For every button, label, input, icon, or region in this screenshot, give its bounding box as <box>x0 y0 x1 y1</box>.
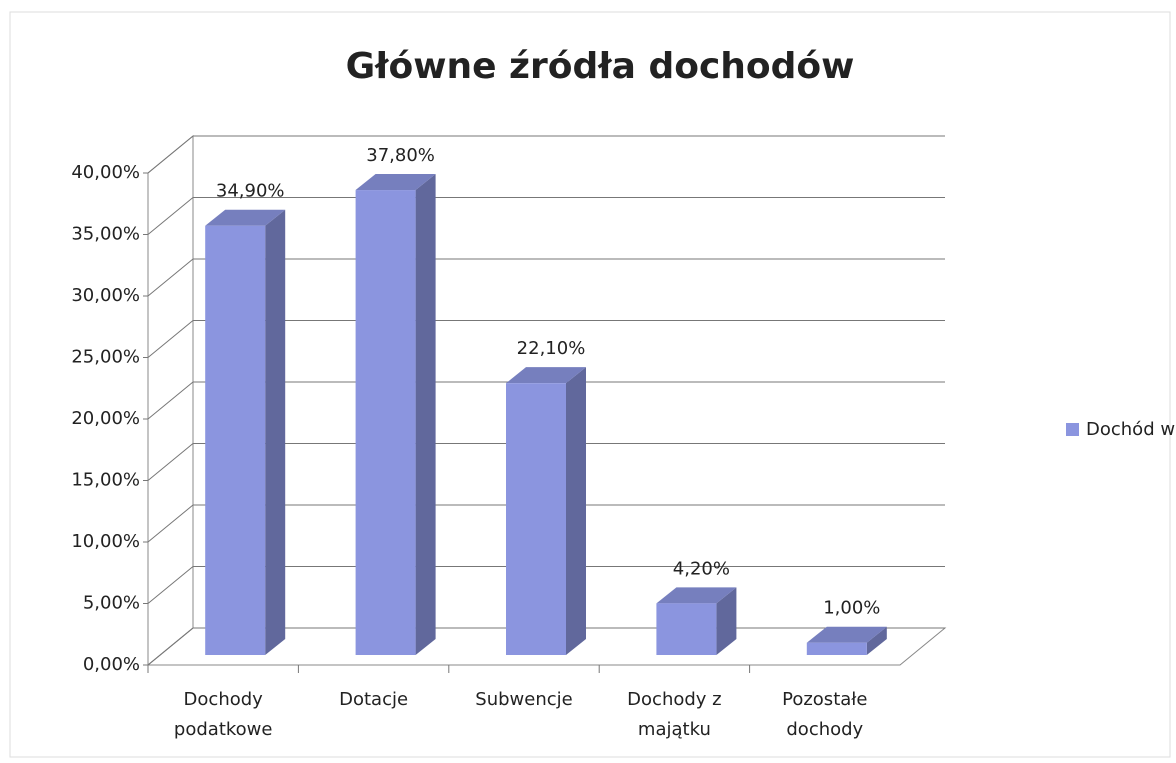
grid-line <box>147 258 945 297</box>
grid-line <box>147 320 945 358</box>
y-tick-label: 30,00% <box>71 285 140 306</box>
data-label: 22,10% <box>517 338 586 359</box>
grid-line <box>147 443 945 481</box>
x-tick-label: Dochody podatkowe <box>174 689 273 740</box>
chart-frame <box>9 11 1171 758</box>
y-tick-label: 40,00% <box>71 162 140 183</box>
grid-line <box>147 197 945 235</box>
bar <box>205 209 286 656</box>
chart-title: Główne źródła dochodów <box>346 46 855 87</box>
bar-front <box>506 383 566 655</box>
bar-top <box>205 209 286 226</box>
grid-line <box>147 566 945 604</box>
y-tick-label: 35,00% <box>71 224 140 245</box>
bar-side <box>866 626 887 655</box>
data-label: 34,90% <box>216 181 285 202</box>
bar-front <box>656 603 717 655</box>
legend-label: Dochód w % <box>1086 419 1176 440</box>
bar-top <box>806 626 887 643</box>
bar-front <box>205 225 266 656</box>
bar-side <box>265 209 286 656</box>
grid-line <box>147 135 945 174</box>
bar-front <box>355 190 416 655</box>
data-label: 37,80% <box>366 145 435 166</box>
x-tick-label: Pozostałe dochody <box>782 689 867 740</box>
y-tick-label: 0,00% <box>83 654 140 675</box>
grid-line <box>147 381 945 420</box>
y-tick-label: 25,00% <box>71 347 140 368</box>
data-label: 4,20% <box>673 558 730 579</box>
bar <box>806 626 887 655</box>
bar-side <box>566 367 586 655</box>
y-tick-label: 5,00% <box>83 593 140 614</box>
y-tick-label: 20,00% <box>71 408 140 429</box>
bar <box>506 367 586 655</box>
x-tick-label: Subwencje <box>475 689 572 710</box>
bar-top <box>506 367 586 384</box>
bar-side <box>716 587 737 655</box>
grid-line <box>147 504 945 543</box>
data-label: 1,00% <box>823 598 880 619</box>
bar-top <box>656 587 737 604</box>
bar-top <box>355 174 436 191</box>
bar <box>355 174 436 655</box>
legend-swatch <box>1066 423 1079 436</box>
y-tick-label: 15,00% <box>71 470 140 491</box>
x-tick-label: Dotacje <box>339 689 408 710</box>
y-tick-label: 10,00% <box>71 531 140 552</box>
x-tick-label: Dochody z majątku <box>627 689 721 740</box>
bar-front <box>806 642 867 655</box>
bar-side <box>415 174 436 655</box>
bar <box>656 587 737 655</box>
